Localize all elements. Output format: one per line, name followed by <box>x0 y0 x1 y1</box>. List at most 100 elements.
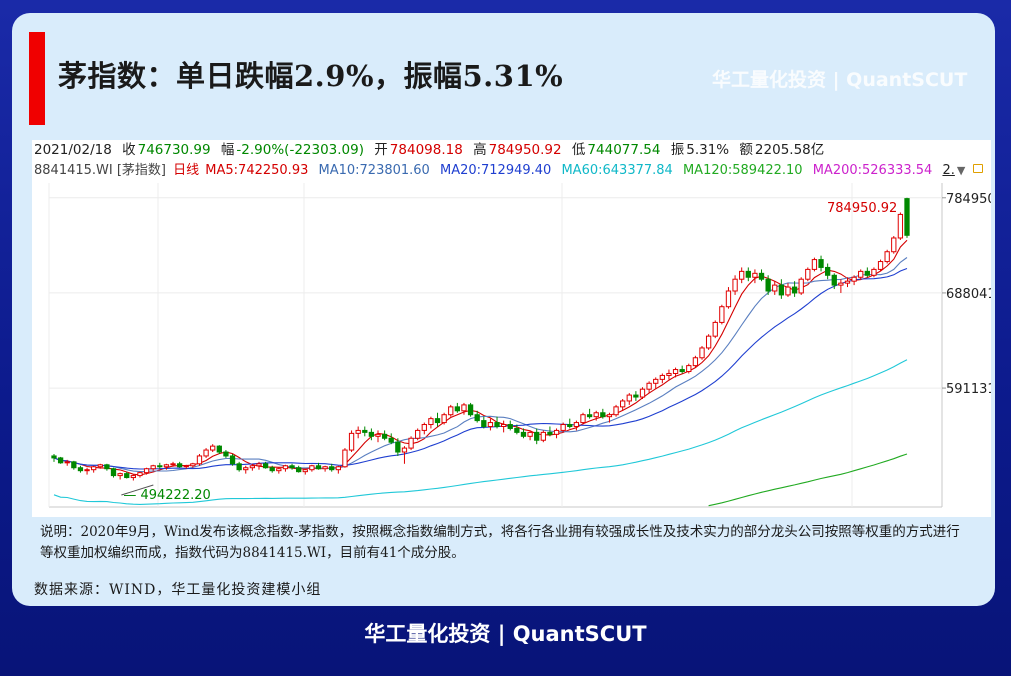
candle-body <box>176 463 183 468</box>
candle-body <box>434 418 441 424</box>
candle-body <box>243 467 249 471</box>
quote-info-row: 2021/02/18 收 746730.99 幅 -2.90%(-22303.09)… <box>32 140 993 161</box>
ma60-legend: MA60:643377.84 <box>561 163 673 178</box>
candle-body <box>124 473 130 479</box>
candle-body <box>547 431 553 435</box>
candle-body <box>520 431 527 437</box>
candle-body <box>805 268 811 280</box>
candle-body <box>844 280 851 284</box>
ma60-line <box>53 359 908 505</box>
candle-body <box>553 429 560 435</box>
candle-body <box>712 321 718 337</box>
high-value: 784950.92 <box>488 142 562 158</box>
index-code: 8841415.WI [茅指数] <box>34 163 166 178</box>
candle-body <box>613 406 619 416</box>
candle-body <box>699 347 705 359</box>
amp-label: 振 <box>670 142 685 158</box>
candle-body <box>110 468 117 477</box>
amp-value: 5.31% <box>686 142 730 158</box>
quote-date: 2021/02/18 <box>34 142 112 158</box>
candle-body <box>586 414 593 418</box>
candle-body <box>309 465 315 471</box>
candle-body <box>672 369 679 374</box>
candle-body <box>567 424 573 427</box>
candle-body <box>818 259 824 268</box>
candle-body <box>719 306 725 323</box>
candle-body <box>639 388 646 398</box>
candle-body <box>276 468 282 472</box>
candle-body <box>791 286 798 294</box>
candle-body <box>838 282 844 286</box>
report-card: 茅指数：单日跌幅2.9%，振幅5.31% 华工量化投资 | QuantSCUT … <box>12 13 995 606</box>
candle-body <box>229 455 236 465</box>
candle-body <box>858 270 864 278</box>
candle-body <box>395 441 401 453</box>
candle-body <box>143 468 150 474</box>
y-tick-label: 591131.7 <box>946 382 991 397</box>
candle-body <box>686 365 692 373</box>
dropdown-triangle-icon[interactable]: ▼ <box>956 164 966 177</box>
page-title: 茅指数：单日跌幅2.9%，振幅5.31% <box>58 59 564 93</box>
candle-body <box>355 429 361 434</box>
candle-body <box>368 431 375 437</box>
candle-body <box>448 406 454 416</box>
candle-body <box>778 284 785 296</box>
candle-body <box>897 213 904 239</box>
candle-body <box>236 463 242 471</box>
candle-body <box>679 369 685 373</box>
candle-body <box>401 447 408 453</box>
low-value: 744077.54 <box>587 142 661 158</box>
candle-body <box>725 290 732 308</box>
candle-body <box>739 270 745 280</box>
candle-body <box>342 449 348 468</box>
candle-body <box>871 268 877 276</box>
candle-body <box>71 461 77 469</box>
candle-body <box>51 455 57 459</box>
candle-body <box>57 457 64 464</box>
candle-body <box>659 374 665 380</box>
candle-body <box>692 357 699 367</box>
lock-icon[interactable] <box>973 164 984 173</box>
ma120-legend: MA120:589422.10 <box>682 163 803 178</box>
candle-body <box>454 406 461 412</box>
candle-body <box>507 424 513 429</box>
more-legend[interactable]: 2. <box>942 163 955 178</box>
candle-body <box>428 418 434 426</box>
candle-body <box>256 463 262 467</box>
candle-body <box>765 278 771 292</box>
candle-body <box>732 278 738 292</box>
ma20-legend: MA20:712949.40 <box>439 163 552 178</box>
candle-body <box>163 464 170 468</box>
candle-body <box>302 469 308 473</box>
ma5-legend: MA5:742250.93 <box>205 163 309 178</box>
candle-body <box>851 276 857 282</box>
amount-value: 2205.58亿 <box>754 142 825 158</box>
candle-body <box>104 464 110 470</box>
candle-body <box>348 432 355 451</box>
candle-body <box>388 437 394 443</box>
candle-body <box>64 461 70 464</box>
candle-body <box>117 473 123 477</box>
candle-body <box>223 451 229 457</box>
candle-body <box>170 463 176 466</box>
candle-body <box>653 378 659 384</box>
candle-body <box>190 463 196 467</box>
kline-chart[interactable]: 2021/02/18 收 746730.99 幅 -2.90%(-22303.09)… <box>32 140 991 517</box>
candle-body <box>527 431 533 437</box>
period-label: 日线 <box>173 163 200 178</box>
candle-body <box>540 431 546 441</box>
ma10-legend: MA10:723801.60 <box>318 163 430 178</box>
candle-body <box>77 467 84 472</box>
candle-body <box>415 429 421 439</box>
candle-body <box>296 467 302 473</box>
low-label: 低 <box>571 142 586 158</box>
candle-body <box>825 266 831 276</box>
amount-label: 额 <box>739 142 753 158</box>
candle-body <box>798 278 804 294</box>
open-label: 开 <box>374 142 388 158</box>
candle-body <box>606 414 613 418</box>
candle-body <box>514 427 520 433</box>
candle-body <box>362 429 368 433</box>
candle-body <box>474 414 480 422</box>
candle-body <box>573 422 580 427</box>
